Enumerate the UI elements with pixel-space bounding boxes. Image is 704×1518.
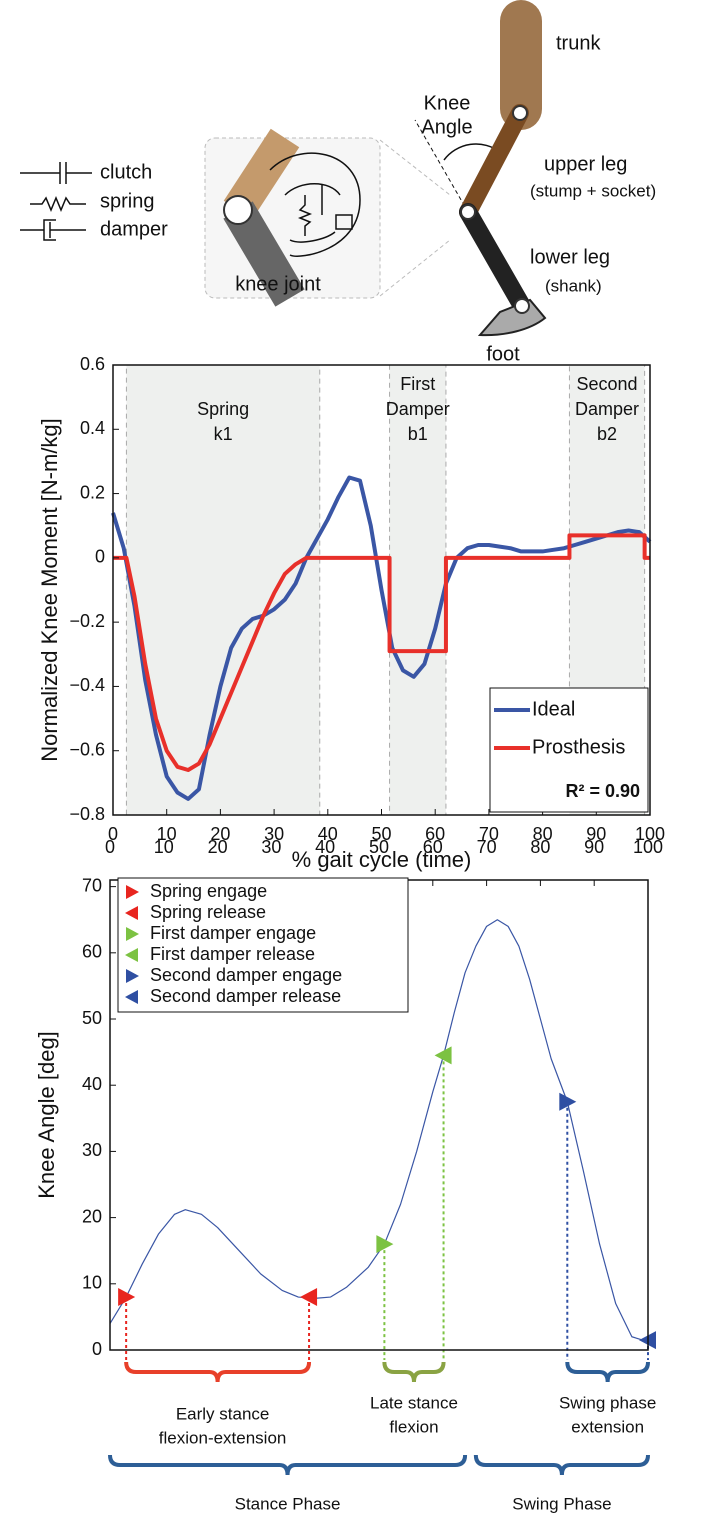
- bracket: [384, 1362, 443, 1382]
- y-tick-label: 60: [82, 942, 102, 962]
- upper-leg-label: upper leg: [544, 153, 627, 175]
- inset-connector: [380, 140, 450, 195]
- legend-label: First damper engage: [150, 923, 316, 943]
- joint: [513, 106, 527, 120]
- inset-connector: [380, 240, 450, 296]
- phase-label: Stance Phase: [235, 1494, 341, 1513]
- annotation: R² = 0.90: [565, 781, 640, 801]
- y-tick-label: 50: [82, 1008, 102, 1028]
- legend-label: First damper release: [150, 944, 315, 964]
- region-label: Second: [577, 374, 638, 394]
- diagram: clutch spring damper knee joint trunk Kn…: [20, 0, 656, 365]
- y-tick-label: 10: [82, 1273, 102, 1293]
- legend-label: Spring engage: [150, 881, 267, 901]
- lower-leg: [468, 212, 522, 306]
- y-tick-label: 40: [82, 1074, 102, 1094]
- x-tick-label: 100: [633, 837, 663, 857]
- knee-joint-label: knee joint: [235, 273, 321, 295]
- x-tick-label: 20: [208, 837, 228, 857]
- y-tick-label: −0.4: [69, 675, 105, 695]
- bracket-label: Early stance: [176, 1404, 270, 1423]
- bracket-label: extension: [571, 1417, 644, 1436]
- lower-leg-sub: (shank): [545, 276, 602, 295]
- y-tick-label: 30: [82, 1140, 102, 1160]
- bracket-label: Late stance: [370, 1393, 458, 1412]
- bracket: [126, 1362, 309, 1382]
- trunk-label: trunk: [556, 32, 601, 54]
- legend-label: Second damper release: [150, 986, 341, 1006]
- y-axis-label: Knee Angle [deg]: [34, 1031, 59, 1199]
- bracket-label: flexion: [389, 1417, 438, 1436]
- x-tick-label: 70: [477, 837, 497, 857]
- y-tick-label: 70: [82, 875, 102, 895]
- y-tick-label: 20: [82, 1206, 102, 1226]
- bracket-label: Swing phase: [559, 1393, 656, 1412]
- phase-bracket: [110, 1455, 465, 1475]
- phase-label: Swing Phase: [512, 1494, 611, 1513]
- angle-label: Angle: [421, 116, 472, 138]
- x-tick-label: 0: [105, 837, 115, 857]
- legend-label: Spring release: [150, 902, 266, 922]
- foot-label: foot: [486, 343, 520, 365]
- upper-leg: [468, 113, 520, 212]
- angle-label: Knee: [424, 92, 471, 114]
- legend-text: spring: [100, 190, 154, 212]
- lower-leg-label: lower leg: [530, 246, 610, 268]
- region-label: b1: [408, 424, 428, 444]
- legend-text: damper: [100, 218, 168, 240]
- legend-label: Second damper engage: [150, 965, 342, 985]
- region-label: b2: [597, 424, 617, 444]
- x-tick-label: 60: [423, 837, 443, 857]
- region-label: Damper: [575, 399, 639, 419]
- legend-label: Prosthesis: [532, 736, 625, 758]
- region-label: k1: [214, 424, 233, 444]
- region-label: Spring: [197, 399, 249, 419]
- region-label: First: [400, 374, 435, 394]
- region-label: Damper: [386, 399, 450, 419]
- x-tick-label: 80: [530, 837, 550, 857]
- y-tick-label: 0: [95, 547, 105, 567]
- joint: [224, 196, 252, 224]
- x-tick-label: 40: [315, 837, 335, 857]
- upper-leg-sub: (stump + socket): [530, 181, 656, 200]
- y-axis-label: Normalized Knee Moment [N-m/kg]: [37, 418, 62, 762]
- spring-icon: [30, 198, 86, 210]
- y-tick-label: 0.6: [80, 354, 105, 374]
- y-tick-label: 0.2: [80, 482, 105, 502]
- bracket-label: flexion-extension: [159, 1428, 287, 1447]
- x-tick-label: 10: [154, 837, 174, 857]
- x-tick-label: 30: [261, 837, 281, 857]
- bracket: [567, 1362, 648, 1382]
- x-tick-label: 50: [369, 837, 389, 857]
- y-tick-label: 0: [92, 1339, 102, 1359]
- legend-label: Ideal: [532, 698, 575, 720]
- joint: [515, 299, 529, 313]
- joint: [461, 205, 475, 219]
- y-tick-label: −0.6: [69, 739, 105, 759]
- figure: clutch spring damper knee joint trunk Kn…: [0, 0, 704, 1518]
- y-tick-label: −0.8: [69, 804, 105, 824]
- y-tick-label: −0.2: [69, 611, 105, 631]
- legend-text: clutch: [100, 161, 152, 183]
- x-tick-label: 90: [584, 837, 604, 857]
- y-tick-label: 0.4: [80, 418, 105, 438]
- phase-bracket: [476, 1455, 648, 1475]
